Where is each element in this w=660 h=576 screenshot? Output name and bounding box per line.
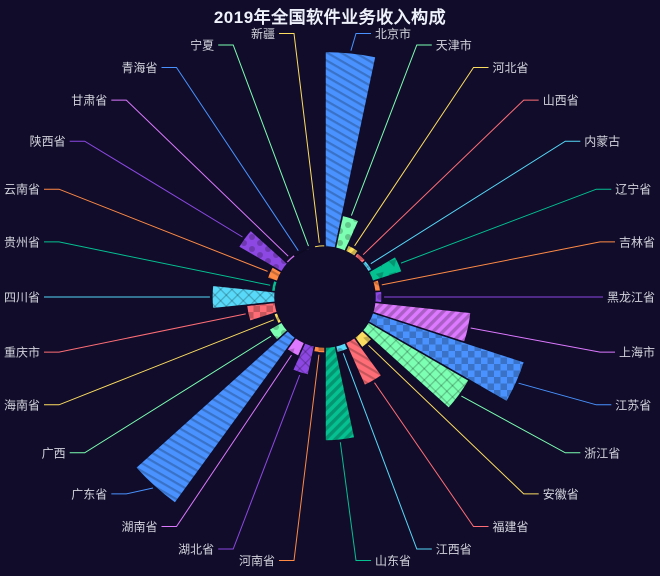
label-云南省: 云南省	[4, 182, 40, 197]
label-line-北京市	[350, 33, 371, 51]
label-海南省: 海南省	[4, 397, 40, 412]
label-广西: 广西	[42, 446, 66, 460]
sector-青海省[interactable]	[293, 249, 306, 258]
label-line-宁夏	[218, 44, 309, 247]
label-line-甘肃省	[111, 99, 289, 257]
label-江西省: 江西省	[436, 543, 472, 557]
label-吉林省: 吉林省	[619, 235, 655, 249]
label-line-福建省	[374, 382, 489, 527]
label-line-山西省	[362, 99, 539, 256]
label-line-贵州省	[44, 241, 271, 286]
sector-陕西省[interactable]	[237, 229, 289, 274]
label-line-河北省	[354, 67, 489, 247]
label-line-陕西省	[69, 140, 243, 238]
label-line-广东省	[111, 487, 154, 495]
label-line-山东省	[339, 442, 371, 561]
label-福建省: 福建省	[493, 519, 529, 534]
label-甘肃省: 甘肃省	[71, 94, 107, 108]
label-line-安徽省	[368, 344, 539, 495]
label-山东省: 山东省	[375, 554, 411, 568]
label-河北省: 河北省	[493, 61, 529, 75]
sector-山东省[interactable]	[324, 345, 356, 442]
sector-宁夏[interactable]	[303, 245, 316, 253]
label-四川省: 四川省	[4, 291, 40, 305]
label-line-湖北省	[218, 374, 301, 550]
label-辽宁省: 辽宁省	[615, 182, 651, 197]
sector-吉林省[interactable]	[371, 278, 382, 293]
label-广东省: 广东省	[71, 487, 107, 501]
label-陕西省: 陕西省	[30, 134, 66, 149]
label-line-辽宁省	[400, 188, 612, 264]
label-line-云南省	[44, 188, 268, 272]
label-line-广西	[69, 335, 272, 454]
sector-贵州省[interactable]	[270, 279, 279, 293]
label-重庆市: 重庆市	[4, 345, 40, 360]
label-line-海南省	[44, 319, 274, 406]
sector-辽宁省[interactable]	[367, 255, 404, 283]
label-黑龙江省: 黑龙江省	[607, 291, 655, 305]
label-line-上海市	[470, 327, 615, 353]
label-line-浙江省	[461, 395, 581, 454]
label-贵州省: 贵州省	[4, 235, 40, 249]
label-line-湖南省	[161, 354, 292, 527]
label-内蒙古: 内蒙古	[584, 134, 620, 149]
label-宁夏: 宁夏	[190, 38, 214, 53]
label-line-河南省	[279, 354, 320, 561]
label-新疆: 新疆	[251, 26, 275, 41]
label-line-吉林省	[381, 241, 615, 286]
label-河南省: 河南省	[239, 553, 275, 568]
label-line-青海省	[161, 67, 299, 251]
label-安徽省: 安徽省	[543, 486, 579, 501]
sector-黑龙江省[interactable]	[373, 290, 383, 304]
label-湖南省: 湖南省	[121, 519, 157, 534]
label-line-重庆市	[44, 313, 246, 353]
label-青海省: 青海省	[121, 60, 157, 75]
label-line-新疆	[279, 33, 320, 243]
label-天津市: 天津市	[436, 38, 472, 53]
label-line-天津市	[350, 44, 432, 216]
sector-广东省[interactable]	[134, 329, 297, 505]
sector-海南省[interactable]	[272, 311, 283, 326]
sector-新疆[interactable]	[313, 243, 326, 249]
label-江苏省: 江苏省	[615, 398, 651, 412]
label-山西省: 山西省	[543, 94, 579, 108]
label-line-江苏省	[518, 382, 612, 406]
label-line-内蒙古	[370, 140, 581, 265]
label-line-江西省	[342, 353, 432, 550]
label-湖北省: 湖北省	[178, 542, 214, 557]
label-北京市: 北京市	[375, 26, 411, 41]
chart-title: 2019年全国软件业务收入构成	[213, 8, 447, 27]
label-上海市: 上海市	[619, 345, 655, 360]
label-浙江省: 浙江省	[584, 446, 620, 460]
